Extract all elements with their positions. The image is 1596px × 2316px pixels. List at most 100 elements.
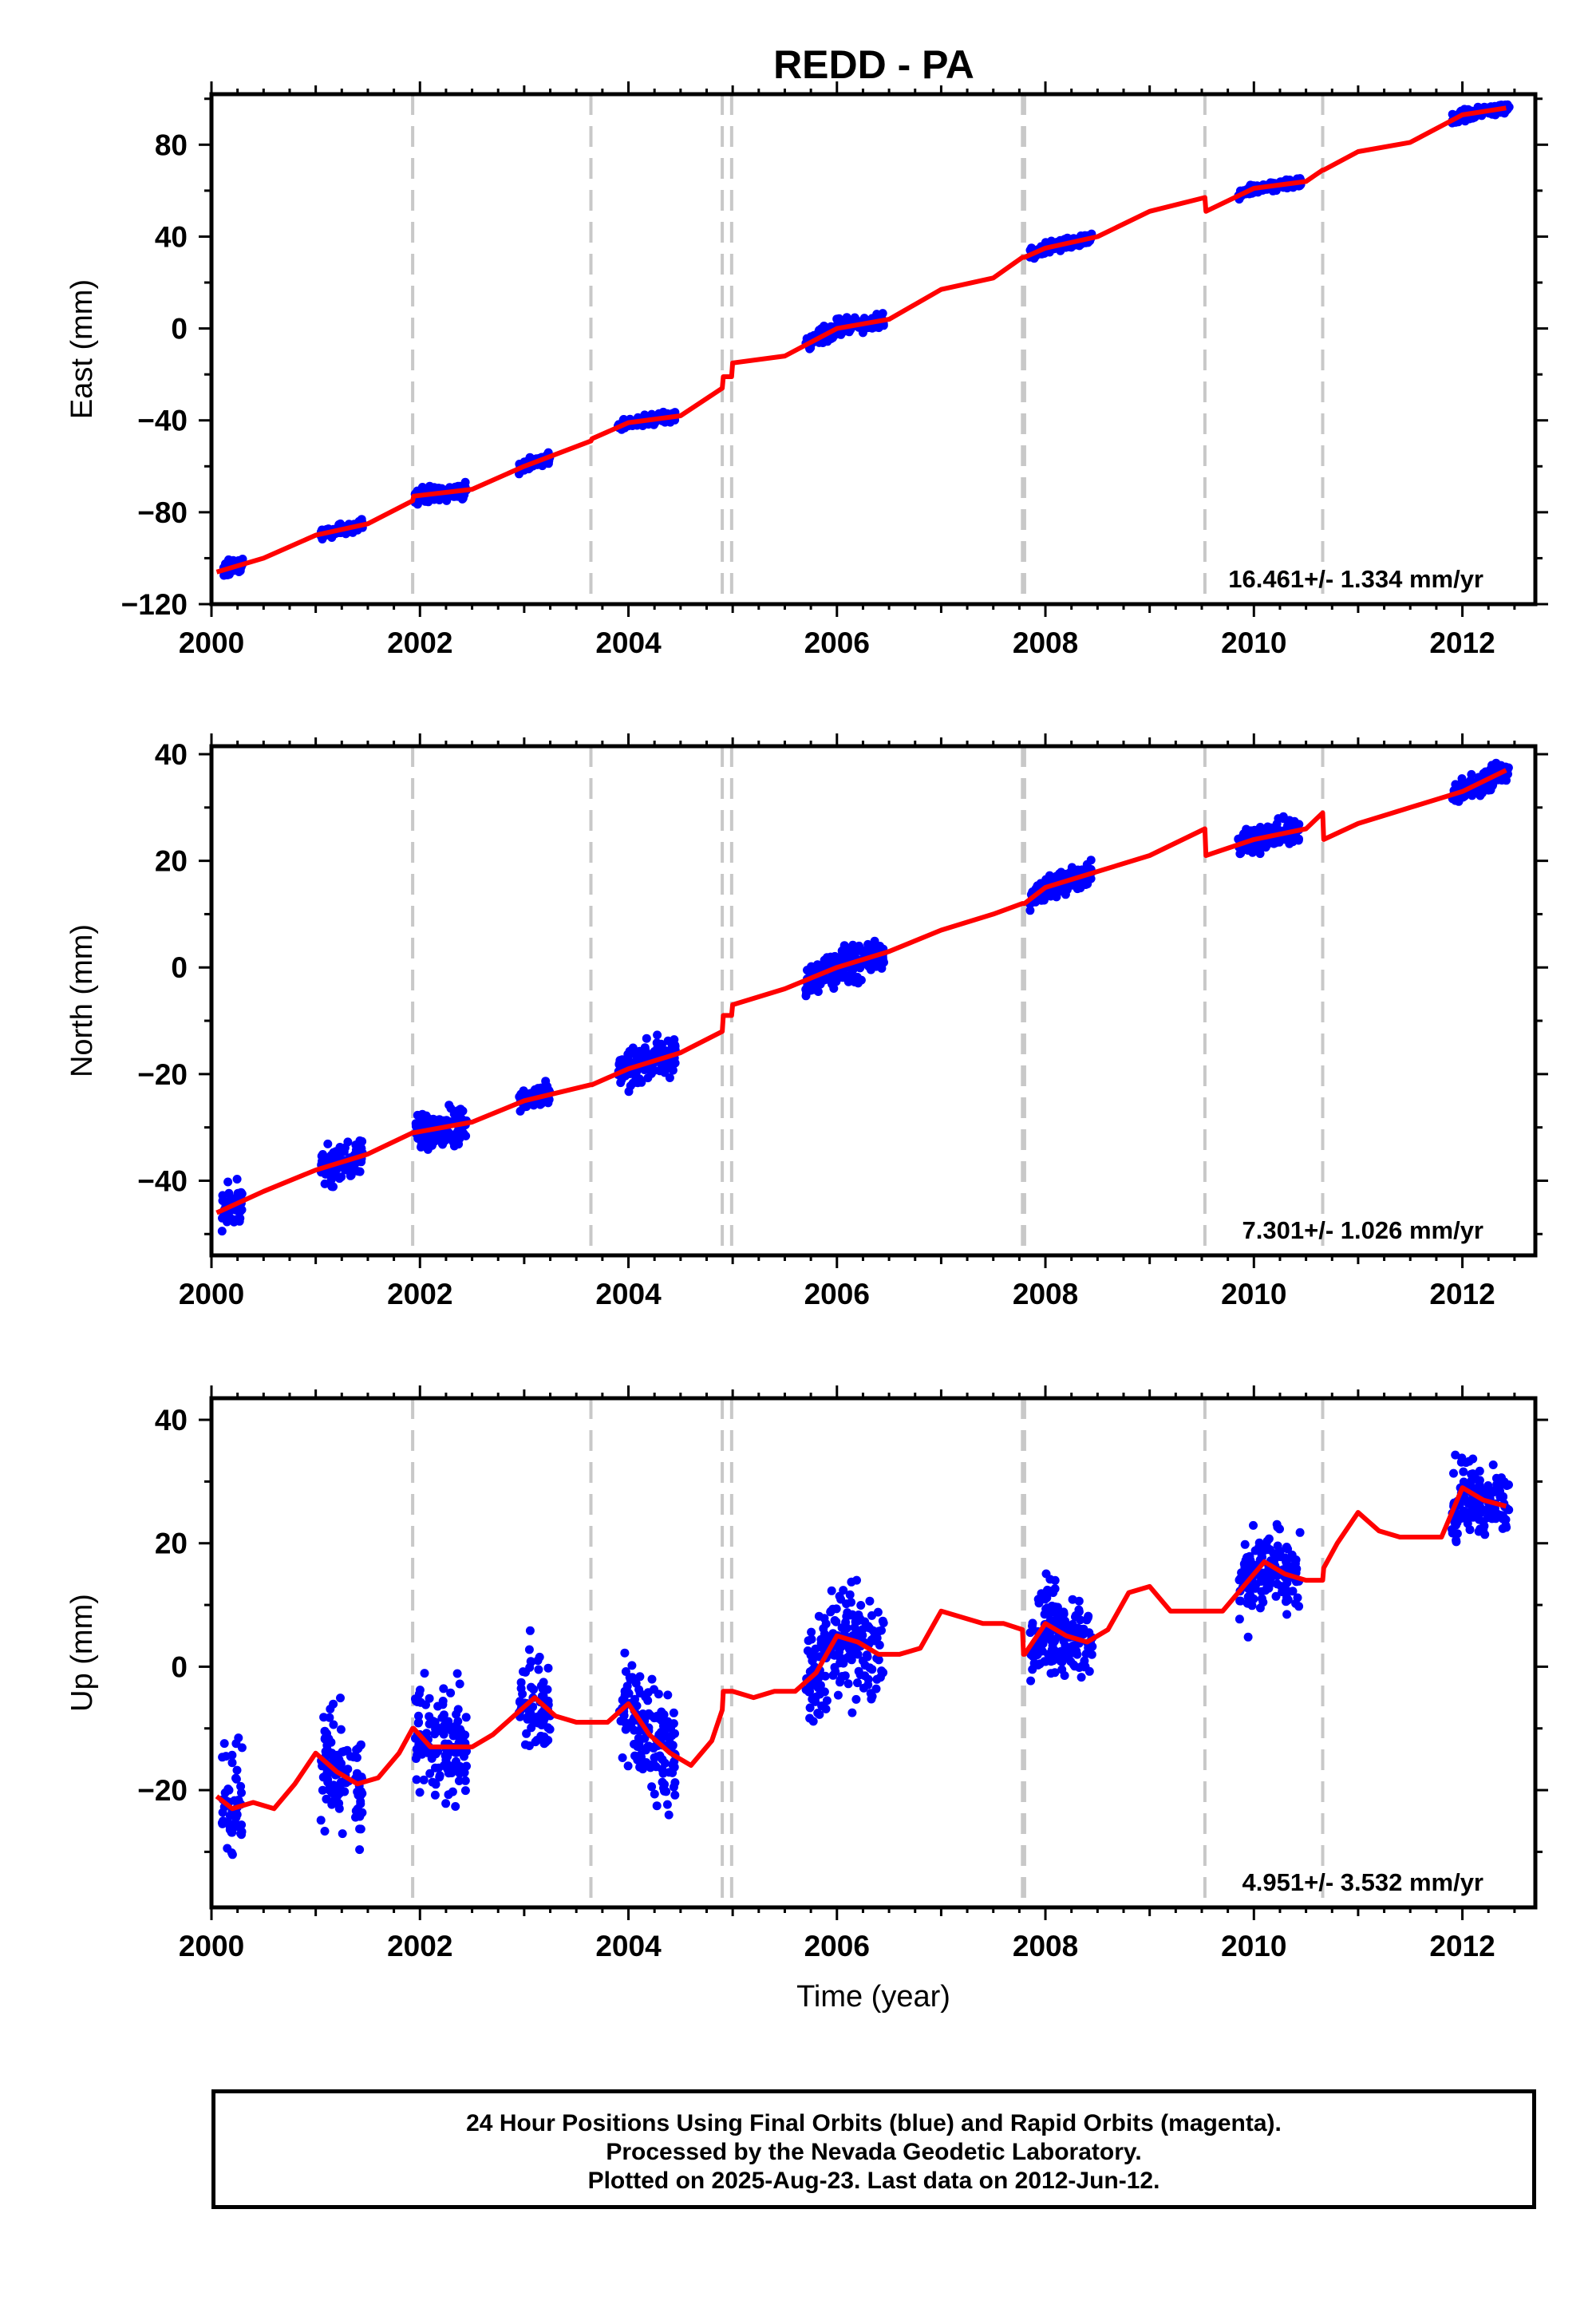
y-tick-label: 40: [155, 220, 188, 253]
data-point: [843, 1653, 852, 1662]
data-point: [662, 1800, 672, 1809]
data-point: [234, 1796, 243, 1806]
data-point: [1067, 863, 1077, 872]
model-line: [215, 1485, 1507, 1812]
data-point: [630, 1725, 639, 1735]
data-point: [668, 1065, 678, 1075]
data-point: [541, 1736, 551, 1745]
data-point: [853, 1650, 863, 1659]
data-point: [1282, 1543, 1291, 1551]
x-tick-label: 2000: [179, 626, 244, 659]
data-point: [836, 330, 846, 339]
data-point: [833, 1690, 843, 1700]
data-point: [1061, 890, 1070, 899]
data-point: [231, 1773, 240, 1783]
data-point: [831, 1667, 840, 1677]
data-point: [1050, 1637, 1059, 1646]
x-tick-label: 2012: [1429, 1930, 1495, 1962]
data-point: [1275, 1524, 1284, 1534]
data-point: [1049, 889, 1057, 899]
data-point: [340, 1787, 350, 1796]
data-point: [443, 1752, 452, 1761]
data-point: [1288, 1587, 1298, 1596]
data-point: [356, 1741, 365, 1750]
footer-box: 24 Hour Positions Using Final Orbits (bl…: [211, 2089, 1536, 2209]
x-tick-label: 2008: [1013, 1278, 1078, 1310]
data-point: [452, 1709, 461, 1719]
y-tick-label: −20: [137, 1058, 188, 1091]
data-point: [669, 1708, 678, 1717]
data-point: [320, 1179, 330, 1188]
data-point: [543, 1663, 553, 1673]
data-point: [856, 1601, 866, 1610]
data-point: [1235, 1614, 1244, 1624]
data-point: [438, 1697, 448, 1705]
data-point: [647, 1674, 657, 1684]
data-point: [462, 1761, 471, 1771]
data-point: [516, 1106, 525, 1116]
y-axis: −120 −80 −40 0 40 80: [121, 97, 1548, 621]
data-point: [356, 1824, 365, 1834]
data-point: [1088, 1642, 1097, 1651]
data-point: [448, 1787, 457, 1796]
data-point: [1068, 1595, 1077, 1604]
plot-frame: [209, 744, 1538, 1258]
data-point: [537, 1099, 547, 1109]
data-point: [867, 1635, 876, 1645]
data-point: [459, 1128, 468, 1138]
data-point: [455, 1679, 464, 1689]
data-point: [1249, 1520, 1258, 1530]
data-point: [217, 1227, 227, 1236]
data-point: [1056, 1656, 1065, 1666]
data-point: [863, 1674, 873, 1684]
data-point: [805, 1686, 815, 1696]
data-point: [820, 955, 829, 965]
data-point: [836, 1595, 846, 1604]
data-point: [338, 1829, 347, 1839]
rate-annotation: 7.301+/- 1.026 mm/yr: [1242, 1216, 1483, 1244]
offset-lines: [411, 1398, 1325, 1907]
data-point: [227, 1850, 237, 1860]
data-point: [1245, 845, 1254, 855]
data-point: [663, 1690, 673, 1700]
data-point: [1495, 1486, 1504, 1496]
data-point: [626, 1675, 635, 1684]
data-point: [545, 1725, 555, 1734]
data-point: [322, 1794, 331, 1804]
data-point: [663, 1717, 673, 1726]
data-point: [1253, 842, 1262, 852]
data-point: [866, 965, 875, 974]
data-point: [1457, 774, 1467, 784]
data-point: [811, 1644, 820, 1654]
data-point: [456, 1114, 466, 1124]
data-point: [523, 1712, 532, 1721]
data-point: [804, 1636, 813, 1646]
data-point: [234, 1733, 243, 1743]
data-point: [1041, 1595, 1050, 1604]
data-point: [236, 1781, 246, 1791]
data-point: [520, 1740, 530, 1749]
data-point: [850, 1630, 859, 1640]
x-axis: 2000 2002 2004 2006 2008 2010 2012: [179, 1385, 1516, 1962]
data-point: [445, 1722, 454, 1731]
data-point: [670, 1790, 680, 1800]
x-tick-label: 2002: [387, 1930, 452, 1962]
data-point: [346, 1752, 355, 1761]
data-point: [1295, 1528, 1305, 1537]
data-point: [1291, 1599, 1301, 1608]
data-point: [1069, 1624, 1079, 1634]
data-point: [327, 1749, 337, 1758]
data-point: [869, 943, 879, 953]
y-tick-label: 0: [171, 1650, 188, 1683]
data-point: [219, 1739, 229, 1749]
plot-frame: [209, 92, 1538, 607]
data-point: [828, 953, 838, 962]
x-tick-label: 2008: [1013, 626, 1078, 659]
data-point: [413, 1750, 422, 1760]
data-point: [1495, 762, 1504, 772]
data-point: [1061, 1622, 1070, 1631]
data-point: [1251, 827, 1261, 836]
data-point: [808, 979, 817, 989]
y-tick-label: 80: [155, 128, 188, 161]
